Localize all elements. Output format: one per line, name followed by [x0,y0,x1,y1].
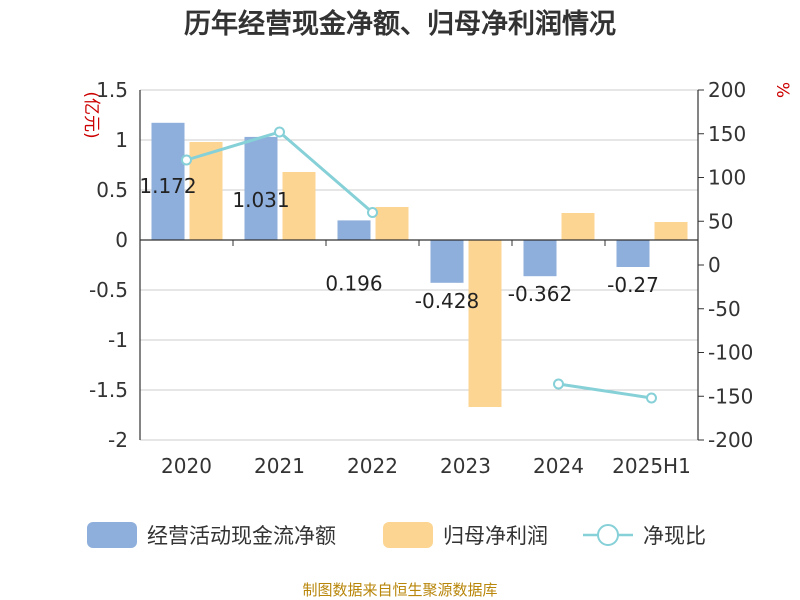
data-label: 0.196 [325,271,382,295]
right-axis-unit: % [772,82,792,98]
ratio-point [367,207,378,218]
bar [523,240,557,277]
bar [337,220,371,240]
source-note: 制图数据来自恒生聚源数据库 [302,581,497,599]
ratio-point [274,126,285,138]
ratio-point [646,392,657,404]
bar [282,172,316,240]
x-tick-label: 2022 [347,454,398,478]
bar [561,213,595,240]
bar [654,222,688,240]
x-tick-label: 2021 [254,454,305,478]
legend-swatch [383,522,433,548]
left-tick-label: -0.5 [89,278,128,302]
right-tick-label: -200 [708,428,753,452]
left-axis-unit: (亿元) [81,91,101,138]
left-tick-label: 1.5 [96,78,128,102]
legend-label: 归母净利润 [443,524,548,548]
chart-title: 历年经营现金净额、归母净利润情况 [184,8,616,40]
left-tick-label: 0 [115,228,128,252]
legend-label: 经营活动现金流净额 [147,524,336,548]
left-tick-label: 1 [115,128,128,152]
ratio-line [181,126,657,404]
right-tick-label: 50 [708,209,733,233]
right-tick-label: -100 [708,341,753,365]
left-tick-label: -1 [108,328,128,352]
data-label: 1.031 [232,188,289,212]
bars [151,122,688,407]
ratio-line-segment [558,382,652,400]
bar [244,136,278,240]
grid-lines [140,89,698,441]
right-tick-label: 100 [708,166,746,190]
right-tick-label: 150 [708,122,746,146]
bar [151,122,185,240]
legend: 经营活动现金流净额 归母净利润 净现比 [87,522,706,548]
bar [375,207,409,240]
legend-swatch-marker [597,524,619,546]
data-label: -0.27 [607,273,659,297]
axes: 1.5 1 0.5 0 -0.5 -1 -1.5 -2 200 150 100 50 0 -50 -100 -… [89,78,753,478]
right-tick-label: -50 [708,297,741,321]
right-tick-label: -150 [708,384,753,408]
left-tick-label: -2 [108,428,128,452]
bar [616,240,650,267]
x-tick-label: 2024 [533,454,584,478]
ratio-point [553,378,564,390]
bar [468,240,502,407]
ratio-point [181,154,192,166]
x-tick-label: 2025H1 [612,454,691,478]
bar [430,240,464,283]
left-tick-label: -1.5 [89,378,128,402]
x-tick-label: 2023 [440,454,491,478]
legend-label: 净现比 [643,524,706,548]
data-label: -0.428 [415,289,479,313]
x-tick-label: 2020 [161,454,212,478]
data-label: -0.362 [508,282,572,306]
right-tick-label: 0 [708,253,721,277]
data-label: 1.172 [139,174,196,198]
legend-swatch [87,522,137,548]
data-labels: 1.172 1.031 0.196 -0.428 -0.362 -0.27 [139,174,659,313]
right-tick-label: 200 [708,78,746,102]
left-tick-label: 0.5 [96,178,128,202]
